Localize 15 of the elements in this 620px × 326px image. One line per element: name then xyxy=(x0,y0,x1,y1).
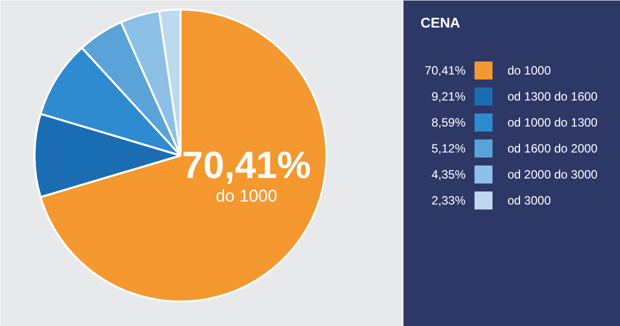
data-label: 8,59% xyxy=(431,116,466,130)
data-label: 5,12% xyxy=(431,142,466,156)
data-label: 2,33% xyxy=(431,194,466,208)
legend-title: CENA xyxy=(420,14,460,30)
data-label: 70,41% xyxy=(182,145,311,188)
legend-label: od 1000 do 1300 xyxy=(508,116,598,130)
legend-label: do 1000 xyxy=(508,64,552,78)
data-label: 4,35% xyxy=(431,168,466,182)
data-label: 9,21% xyxy=(431,90,466,104)
legend-label: od 2000 do 3000 xyxy=(508,168,598,182)
legend-label: od 1300 do 1600 xyxy=(508,90,598,104)
text: 70,41% xyxy=(424,64,466,78)
slice-label: do 1000 xyxy=(216,186,278,206)
legend-label: od 3000 xyxy=(508,194,552,208)
legend-label: od 1600 do 2000 xyxy=(508,142,598,156)
